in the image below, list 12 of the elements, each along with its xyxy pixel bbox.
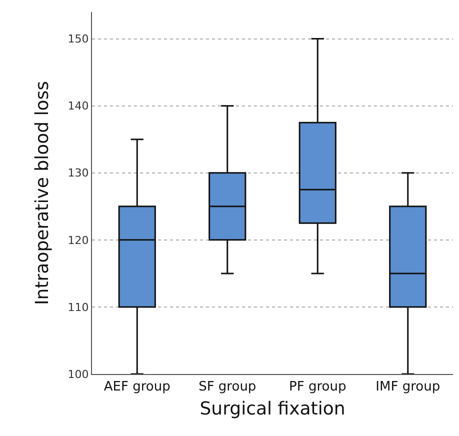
y-axis-title: Intraoperative blood loss — [32, 80, 53, 306]
y-tick-label: 110 — [68, 300, 89, 314]
x-tick-label: PF group — [289, 380, 346, 395]
y-tick-label: 100 — [68, 368, 89, 381]
y-tick-label: 120 — [68, 234, 89, 247]
x-tick-label: IMF group — [376, 380, 440, 395]
y-tick-label: 130 — [68, 166, 89, 180]
y-tick-label: 140 — [68, 100, 89, 113]
x-tick-label: AEF group — [104, 380, 170, 395]
y-tick-label: 150 — [68, 32, 89, 46]
x-tick-label: SF group — [198, 380, 256, 395]
x-axis-title: Surgical fixation — [200, 398, 346, 420]
